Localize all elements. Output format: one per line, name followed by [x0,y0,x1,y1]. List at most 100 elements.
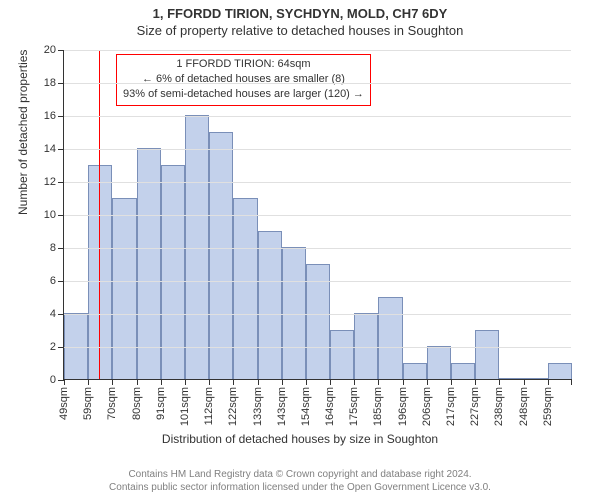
y-tick [58,83,64,84]
grid-line [64,281,571,282]
x-tick-label: 196sqm [397,387,409,426]
x-tick-label: 259sqm [542,387,554,426]
y-tick [58,281,64,282]
x-tick [499,379,500,385]
x-tick [137,379,138,385]
x-tick [64,379,65,385]
histogram-bar [209,132,233,380]
y-tick-label: 10 [44,209,56,221]
x-tick-label: 91sqm [155,387,167,420]
x-tick [88,379,89,385]
footer-attribution: Contains HM Land Registry data © Crown c… [0,468,600,494]
grid-line [64,116,571,117]
x-tick [451,379,452,385]
x-tick-label: 206sqm [421,387,433,426]
x-tick-label: 238sqm [493,387,505,426]
y-tick [58,248,64,249]
x-tick [185,379,186,385]
plot-area: 1 FFORDD TIRION: 64sqm ← 6% of detached … [63,50,571,380]
y-tick-label: 8 [50,242,56,254]
x-tick [354,379,355,385]
x-tick [233,379,234,385]
histogram-bar [112,198,136,380]
x-tick-label: 133sqm [252,387,264,426]
histogram-bar [378,297,402,380]
x-tick [548,379,549,385]
x-tick-label: 112sqm [203,387,215,425]
y-tick [58,314,64,315]
x-tick [209,379,210,385]
x-tick [161,379,162,385]
histogram-bar [427,346,451,379]
x-tick [282,379,283,385]
y-tick [58,215,64,216]
y-tick-label: 2 [50,341,56,353]
x-tick [571,379,572,385]
x-tick [330,379,331,385]
histogram-bar [282,247,306,379]
y-tick-label: 12 [44,176,56,188]
y-tick-label: 16 [44,110,56,122]
y-tick [58,50,64,51]
x-tick [378,379,379,385]
x-tick-label: 217sqm [445,387,457,426]
callout-line2: ← 6% of detached houses are smaller (8) [123,72,364,87]
y-tick [58,182,64,183]
x-tick [306,379,307,385]
histogram-bar [499,378,523,379]
callout-box: 1 FFORDD TIRION: 64sqm ← 6% of detached … [116,54,371,106]
chart-title-line2: Size of property relative to detached ho… [0,23,600,42]
y-tick-label: 0 [50,374,56,386]
grid-line [64,314,571,315]
x-tick-label: 154sqm [300,387,312,426]
y-tick-label: 6 [50,275,56,287]
x-tick [475,379,476,385]
x-tick [112,379,113,385]
y-axis-title: Number of detached properties [16,50,30,215]
histogram-bar [403,363,427,380]
x-tick-label: 164sqm [324,387,336,426]
x-tick-label: 49sqm [58,387,70,420]
y-tick-label: 14 [44,143,56,155]
grid-line [64,50,571,51]
grid-line [64,347,571,348]
x-tick [524,379,525,385]
histogram-bar [475,330,499,380]
x-tick-label: 122sqm [227,387,239,426]
x-tick-label: 143sqm [276,387,288,426]
x-tick-label: 101sqm [179,387,191,426]
grid-line [64,215,571,216]
histogram-bar [233,198,257,380]
x-tick-label: 59sqm [82,387,94,420]
x-tick [403,379,404,385]
histogram-bar [548,363,572,380]
x-tick-label: 248sqm [518,387,530,426]
x-tick-label: 175sqm [348,387,360,426]
y-tick-label: 4 [50,308,56,320]
callout-line3: 93% of semi-detached houses are larger (… [123,87,364,102]
grid-line [64,182,571,183]
grid-line [64,248,571,249]
chart-container: 1, FFORDD TIRION, SYCHDYN, MOLD, CH7 6DY… [0,0,600,500]
y-tick-label: 18 [44,77,56,89]
x-axis-title: Distribution of detached houses by size … [0,432,600,446]
y-tick-label: 20 [44,44,56,56]
grid-line [64,149,571,150]
y-tick [58,347,64,348]
footer-line1: Contains HM Land Registry data © Crown c… [0,468,600,481]
x-tick-label: 80sqm [131,387,143,420]
x-tick [258,379,259,385]
x-tick-label: 227sqm [469,387,481,426]
histogram-bar [330,330,354,380]
histogram-bar [185,115,209,379]
x-tick-label: 185sqm [372,387,384,426]
histogram-bar [451,363,475,380]
x-tick-label: 70sqm [106,387,118,420]
chart-title-line1: 1, FFORDD TIRION, SYCHDYN, MOLD, CH7 6DY [0,0,600,23]
histogram-bar [354,313,378,379]
y-tick [58,149,64,150]
footer-line2: Contains public sector information licen… [0,481,600,494]
y-tick [58,116,64,117]
x-tick [427,379,428,385]
histogram-bar [524,378,548,379]
